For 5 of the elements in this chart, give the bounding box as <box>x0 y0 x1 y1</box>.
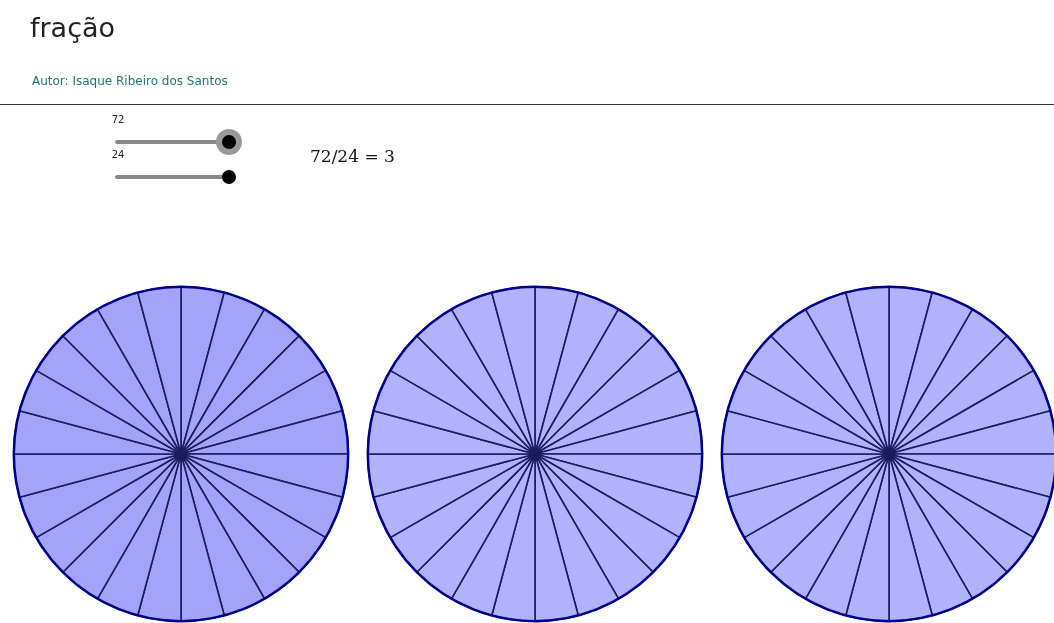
text: fração <box>30 12 116 43</box>
text: 72/24 = 3 <box>310 146 395 166</box>
text: 72 <box>110 114 126 125</box>
text: Autor: Isaque Ribeiro dos Santos <box>32 74 228 88</box>
text: 24 <box>110 149 126 160</box>
